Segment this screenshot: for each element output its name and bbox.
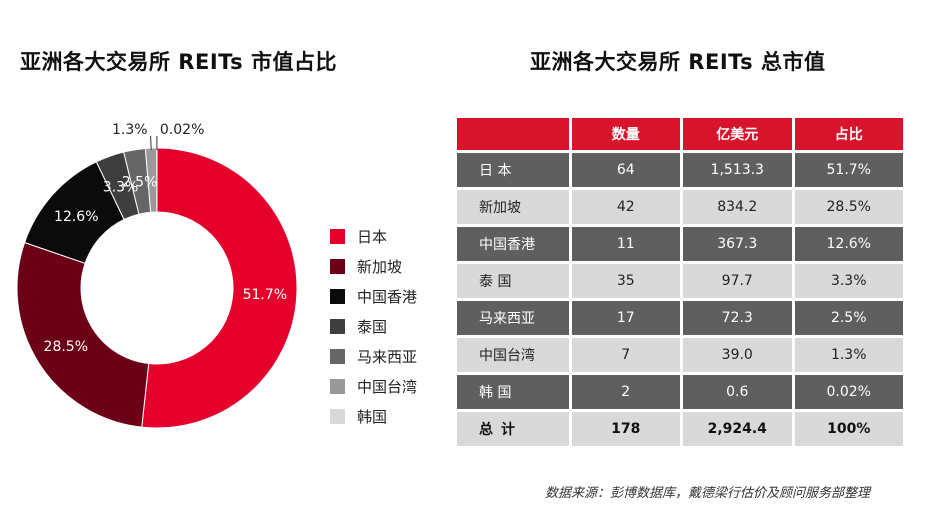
table-header-count: 数量 xyxy=(568,118,680,150)
table-cell-share: 12.6% xyxy=(791,227,903,261)
table-title: 亚洲各大交易所 REITs 总市值 xyxy=(530,50,826,74)
table-row: 泰 国 35 97.7 3.3% xyxy=(457,264,903,298)
table-cell-region: 中国香港 xyxy=(457,227,569,261)
donut-slice-日本 xyxy=(141,147,298,429)
table-header-share: 占比 xyxy=(791,118,903,150)
table-cell-region: 韩 国 xyxy=(457,375,569,409)
market-cap-table: 数量 亿美元 占比 日 本 64 1,513.3 51.7% 新加坡 42 83… xyxy=(457,115,903,449)
slice-label-中国香港: 12.6% xyxy=(54,209,98,225)
table-cell-share: 0.02% xyxy=(791,375,903,409)
table-cell-count: 64 xyxy=(568,153,680,187)
slice-label-韩国: 0.02% xyxy=(160,122,204,138)
legend-swatch xyxy=(330,348,345,364)
table-cell-usd: 97.7 xyxy=(680,264,792,298)
table-header-usd: 亿美元 xyxy=(680,118,792,150)
table-cell-region: 泰 国 xyxy=(457,264,569,298)
table-cell-count: 2 xyxy=(568,375,680,409)
table-row: 日 本 64 1,513.3 51.7% xyxy=(457,153,903,187)
table-cell-region: 中国台湾 xyxy=(457,338,569,372)
table-row: 马来西亚 17 72.3 2.5% xyxy=(457,301,903,335)
legend-label: 中国台湾 xyxy=(357,377,418,396)
chart-legend: 日本新加坡中国香港泰国马来西亚中国台湾韩国 xyxy=(330,221,417,431)
legend-swatch xyxy=(330,228,345,244)
table-cell-share: 1.3% xyxy=(791,338,903,372)
table-cell-region: 新加坡 xyxy=(457,190,569,224)
legend-item-泰国: 泰国 xyxy=(330,311,417,341)
legend-swatch xyxy=(330,408,345,424)
donut-slice-新加坡 xyxy=(16,241,150,428)
table-row: 新加坡 42 834.2 28.5% xyxy=(457,190,903,224)
legend-swatch xyxy=(330,378,345,394)
table-cell-count: 42 xyxy=(568,190,680,224)
table-cell-region: 日 本 xyxy=(457,153,569,187)
legend-item-中国台湾: 中国台湾 xyxy=(330,371,417,401)
legend-swatch xyxy=(330,288,345,304)
table-cell-share: 28.5% xyxy=(791,190,903,224)
legend-label: 日本 xyxy=(357,227,388,246)
table-cell-usd: 1,513.3 xyxy=(680,153,792,187)
table-cell-usd: 2,924.4 xyxy=(680,412,792,446)
slice-label-日本: 51.7% xyxy=(243,287,287,303)
slice-leader-line-中国台湾 xyxy=(150,136,152,151)
table-cell-share: 3.3% xyxy=(791,264,903,298)
table-cell-region: 总计 xyxy=(457,412,569,446)
legend-item-韩国: 韩国 xyxy=(330,401,417,431)
slice-label-马来西亚: 2.5% xyxy=(122,174,158,190)
legend-item-中国香港: 中国香港 xyxy=(330,281,417,311)
legend-swatch xyxy=(330,318,345,334)
table-cell-usd: 367.3 xyxy=(680,227,792,261)
slice-label-新加坡: 28.5% xyxy=(44,339,88,355)
table-cell-count: 17 xyxy=(568,301,680,335)
legend-item-新加坡: 新加坡 xyxy=(330,251,417,281)
slice-label-泰国: 3.3% xyxy=(103,179,139,195)
table-total-row: 总计 178 2,924.4 100% xyxy=(457,412,903,446)
legend-label: 新加坡 xyxy=(357,257,403,276)
table-row: 中国香港 11 367.3 12.6% xyxy=(457,227,903,261)
table-header-region xyxy=(457,118,569,150)
table-cell-usd: 0.6 xyxy=(680,375,792,409)
legend-label: 马来西亚 xyxy=(357,347,418,366)
table-cell-usd: 834.2 xyxy=(680,190,792,224)
table-cell-usd: 72.3 xyxy=(680,301,792,335)
legend-label: 韩国 xyxy=(357,407,388,426)
table-cell-count: 7 xyxy=(568,338,680,372)
table-cell-count: 178 xyxy=(568,412,680,446)
slice-label-中国台湾: 1.3% xyxy=(112,122,148,138)
table-cell-share: 51.7% xyxy=(791,153,903,187)
data-source-note: 数据来源：彭博数据库，戴德梁行估价及顾问服务部整理 xyxy=(545,486,871,501)
donut-chart-title: 亚洲各大交易所 REITs 市值占比 xyxy=(20,50,337,74)
table-header-row: 数量 亿美元 占比 xyxy=(457,118,903,150)
table-cell-region: 马来西亚 xyxy=(457,301,569,335)
legend-swatch xyxy=(330,258,345,274)
legend-item-日本: 日本 xyxy=(330,221,417,251)
table-cell-count: 11 xyxy=(568,227,680,261)
legend-label: 泰国 xyxy=(357,317,388,336)
table-cell-share: 100% xyxy=(791,412,903,446)
donut-chart: 51.7% 28.5% 12.6% 3.3%2.5% 1.3% 0.02% xyxy=(16,122,298,429)
table-cell-usd: 39.0 xyxy=(680,338,792,372)
table-row: 中国台湾 7 39.0 1.3% xyxy=(457,338,903,372)
legend-item-马来西亚: 马来西亚 xyxy=(330,341,417,371)
table-cell-count: 35 xyxy=(568,264,680,298)
table-cell-share: 2.5% xyxy=(791,301,903,335)
table-row: 韩 国 2 0.6 0.02% xyxy=(457,375,903,409)
legend-label: 中国香港 xyxy=(357,287,418,306)
